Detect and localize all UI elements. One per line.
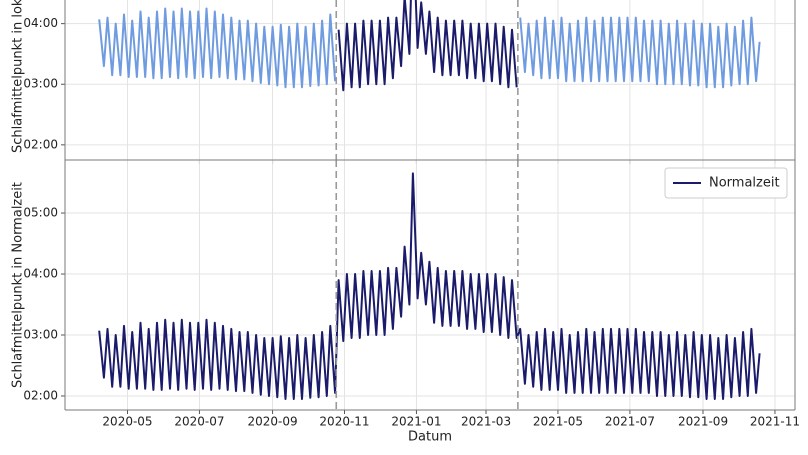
y-tick-label: 04:00 <box>23 267 58 281</box>
x-tick-label: 2020-09 <box>247 415 297 429</box>
x-tick-label: 2021-01 <box>391 415 441 429</box>
series-line <box>98 7 761 89</box>
x-tick-label: 2020-05 <box>102 415 152 429</box>
x-tick-label: 2021-07 <box>605 415 655 429</box>
plot-area <box>65 160 795 410</box>
y-tick-label: 02:00 <box>23 388 58 402</box>
x-tick-label: 2021-05 <box>533 415 583 429</box>
y-axis-label: Schlafmittelpunkt in lok <box>11 0 26 153</box>
y-tick-label: 03:00 <box>23 77 58 91</box>
x-tick-label: 2020-07 <box>174 415 224 429</box>
x-tick-label: 2021-09 <box>678 415 728 429</box>
series-line <box>337 0 518 92</box>
y-tick-label: 03:00 <box>23 328 58 342</box>
x-tick-label: 2021-03 <box>461 415 511 429</box>
y-tick-label: 04:00 <box>23 16 58 30</box>
plot-area <box>65 0 795 160</box>
legend-label: Normalzeit <box>709 176 780 191</box>
y-tick-label: 02:00 <box>23 137 58 151</box>
x-tick-label: 2020-11 <box>319 415 369 429</box>
y-axis-label: Schlafmittelpunkt in Normalzeit <box>11 182 26 388</box>
series-line <box>98 172 761 400</box>
y-tick-label: 05:00 <box>23 206 58 220</box>
x-axis-label: Datum <box>408 430 452 445</box>
legend-box <box>664 167 788 199</box>
x-tick-label: 2021-11 <box>750 415 800 429</box>
